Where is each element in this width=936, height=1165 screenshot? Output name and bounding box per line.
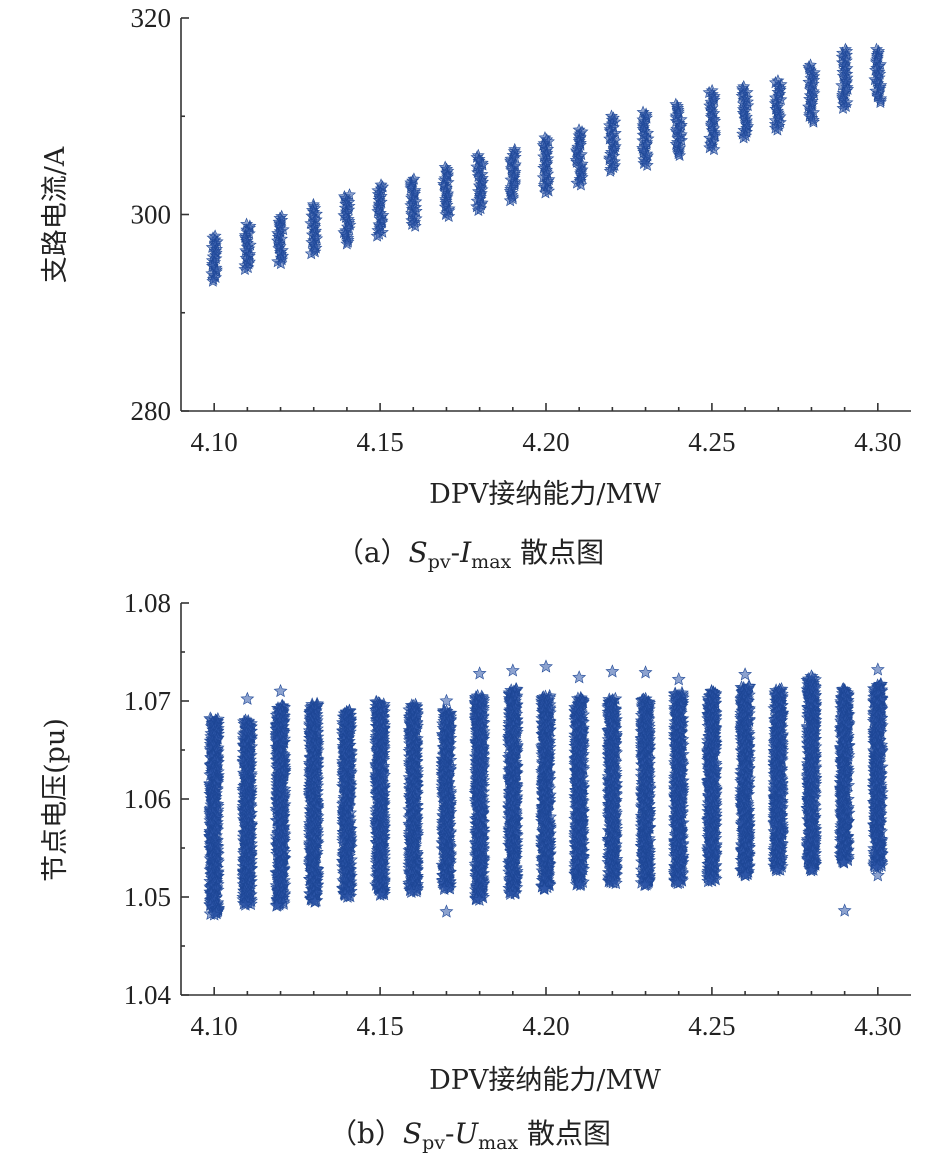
data-point xyxy=(274,256,288,270)
data-point xyxy=(471,203,485,217)
data-point xyxy=(770,123,784,136)
scatter-column xyxy=(735,80,755,144)
data-point xyxy=(873,95,887,108)
y-axis-label: 支路电流/A xyxy=(40,146,71,283)
scatter-column xyxy=(634,691,657,892)
scatter-column xyxy=(535,688,557,896)
data-point xyxy=(503,193,517,207)
scatter-column xyxy=(269,698,292,912)
scatter-column xyxy=(603,109,622,177)
scatter-column xyxy=(568,690,591,892)
x-tick-label: 4.20 xyxy=(522,427,569,457)
scatter-column xyxy=(569,123,589,191)
caption-suffix: 散点图 xyxy=(511,536,604,569)
scatter-column xyxy=(238,217,257,276)
scatter-column xyxy=(468,688,491,906)
data-point xyxy=(538,186,552,199)
data-point xyxy=(408,219,422,232)
data-point xyxy=(640,158,654,171)
scatter-column xyxy=(702,83,722,156)
scatter-column xyxy=(601,691,624,890)
scatter-column xyxy=(203,711,226,921)
scatter-column xyxy=(337,188,357,250)
x-tick-label: 4.10 xyxy=(191,427,238,457)
data-point xyxy=(707,142,721,156)
scatter-column xyxy=(402,697,425,898)
scatter-column xyxy=(768,74,788,136)
scatter-column xyxy=(501,681,524,900)
caption-subscript-pv: pv xyxy=(428,551,451,573)
scatter-points-layer xyxy=(203,659,889,921)
scatter-column xyxy=(404,172,423,232)
data-point xyxy=(603,164,617,177)
x-tick-label: 4.25 xyxy=(688,427,735,457)
caption-subscript-max: max xyxy=(471,551,511,573)
scatter-column xyxy=(503,142,522,207)
scatter-column xyxy=(802,58,821,128)
data-point xyxy=(574,178,588,191)
x-tick-label: 4.15 xyxy=(356,427,403,457)
scatter-column xyxy=(435,703,458,896)
panel-b-voltage-scatter: 4.10 4.15 4.20 4.25 4.301.041.051.061.071.08… xyxy=(40,588,911,1154)
data-point xyxy=(836,101,850,114)
scatter-column xyxy=(271,209,290,270)
axes-layer: 4.10 4.15 4.20 4.25 4.30 280 300 320 xyxy=(131,3,911,457)
scatter-column xyxy=(205,229,224,287)
scatter-column xyxy=(335,703,358,903)
panel-a-current-scatter: 4.10 4.15 4.20 4.25 4.30 280 300 320 DPV接纳能力/MW… xyxy=(40,3,911,573)
caption-prefix: （a） xyxy=(336,536,409,569)
figure-caption: （a）Spv-Imax 散点图 xyxy=(336,536,604,573)
data-point xyxy=(370,229,384,242)
data-point xyxy=(238,262,252,276)
y-tick-label: 320 xyxy=(131,3,172,33)
scatter-column xyxy=(370,178,390,242)
data-point xyxy=(737,131,751,144)
data-point xyxy=(673,148,687,162)
caption-symbol-s: S xyxy=(409,536,428,569)
scatter-column xyxy=(369,694,392,901)
scatter-column xyxy=(636,105,655,171)
data-point xyxy=(807,115,820,128)
scatter-column xyxy=(536,131,556,199)
data-point xyxy=(340,237,354,250)
scatter-column xyxy=(669,97,688,162)
scatter-column xyxy=(302,696,325,908)
caption-symbol-i: I xyxy=(459,536,472,569)
y-tick-label: 300 xyxy=(131,200,172,230)
x-tick-label: 4.30 xyxy=(854,427,901,457)
data-point xyxy=(206,274,220,287)
scatter-column xyxy=(835,42,855,114)
scatter-column xyxy=(868,42,888,108)
caption-dash: - xyxy=(451,536,460,569)
scatter-column xyxy=(667,685,690,890)
scatter-column xyxy=(437,160,456,222)
y-tick-label: 280 xyxy=(131,396,172,426)
scatter-column xyxy=(470,148,490,217)
data-point xyxy=(304,247,318,260)
x-axis-label: DPV接纳能力/MW xyxy=(429,479,661,510)
scatter-points-layer xyxy=(205,42,888,287)
scatter-column xyxy=(236,713,259,911)
scatter-column xyxy=(304,197,324,260)
data-point xyxy=(442,209,456,222)
